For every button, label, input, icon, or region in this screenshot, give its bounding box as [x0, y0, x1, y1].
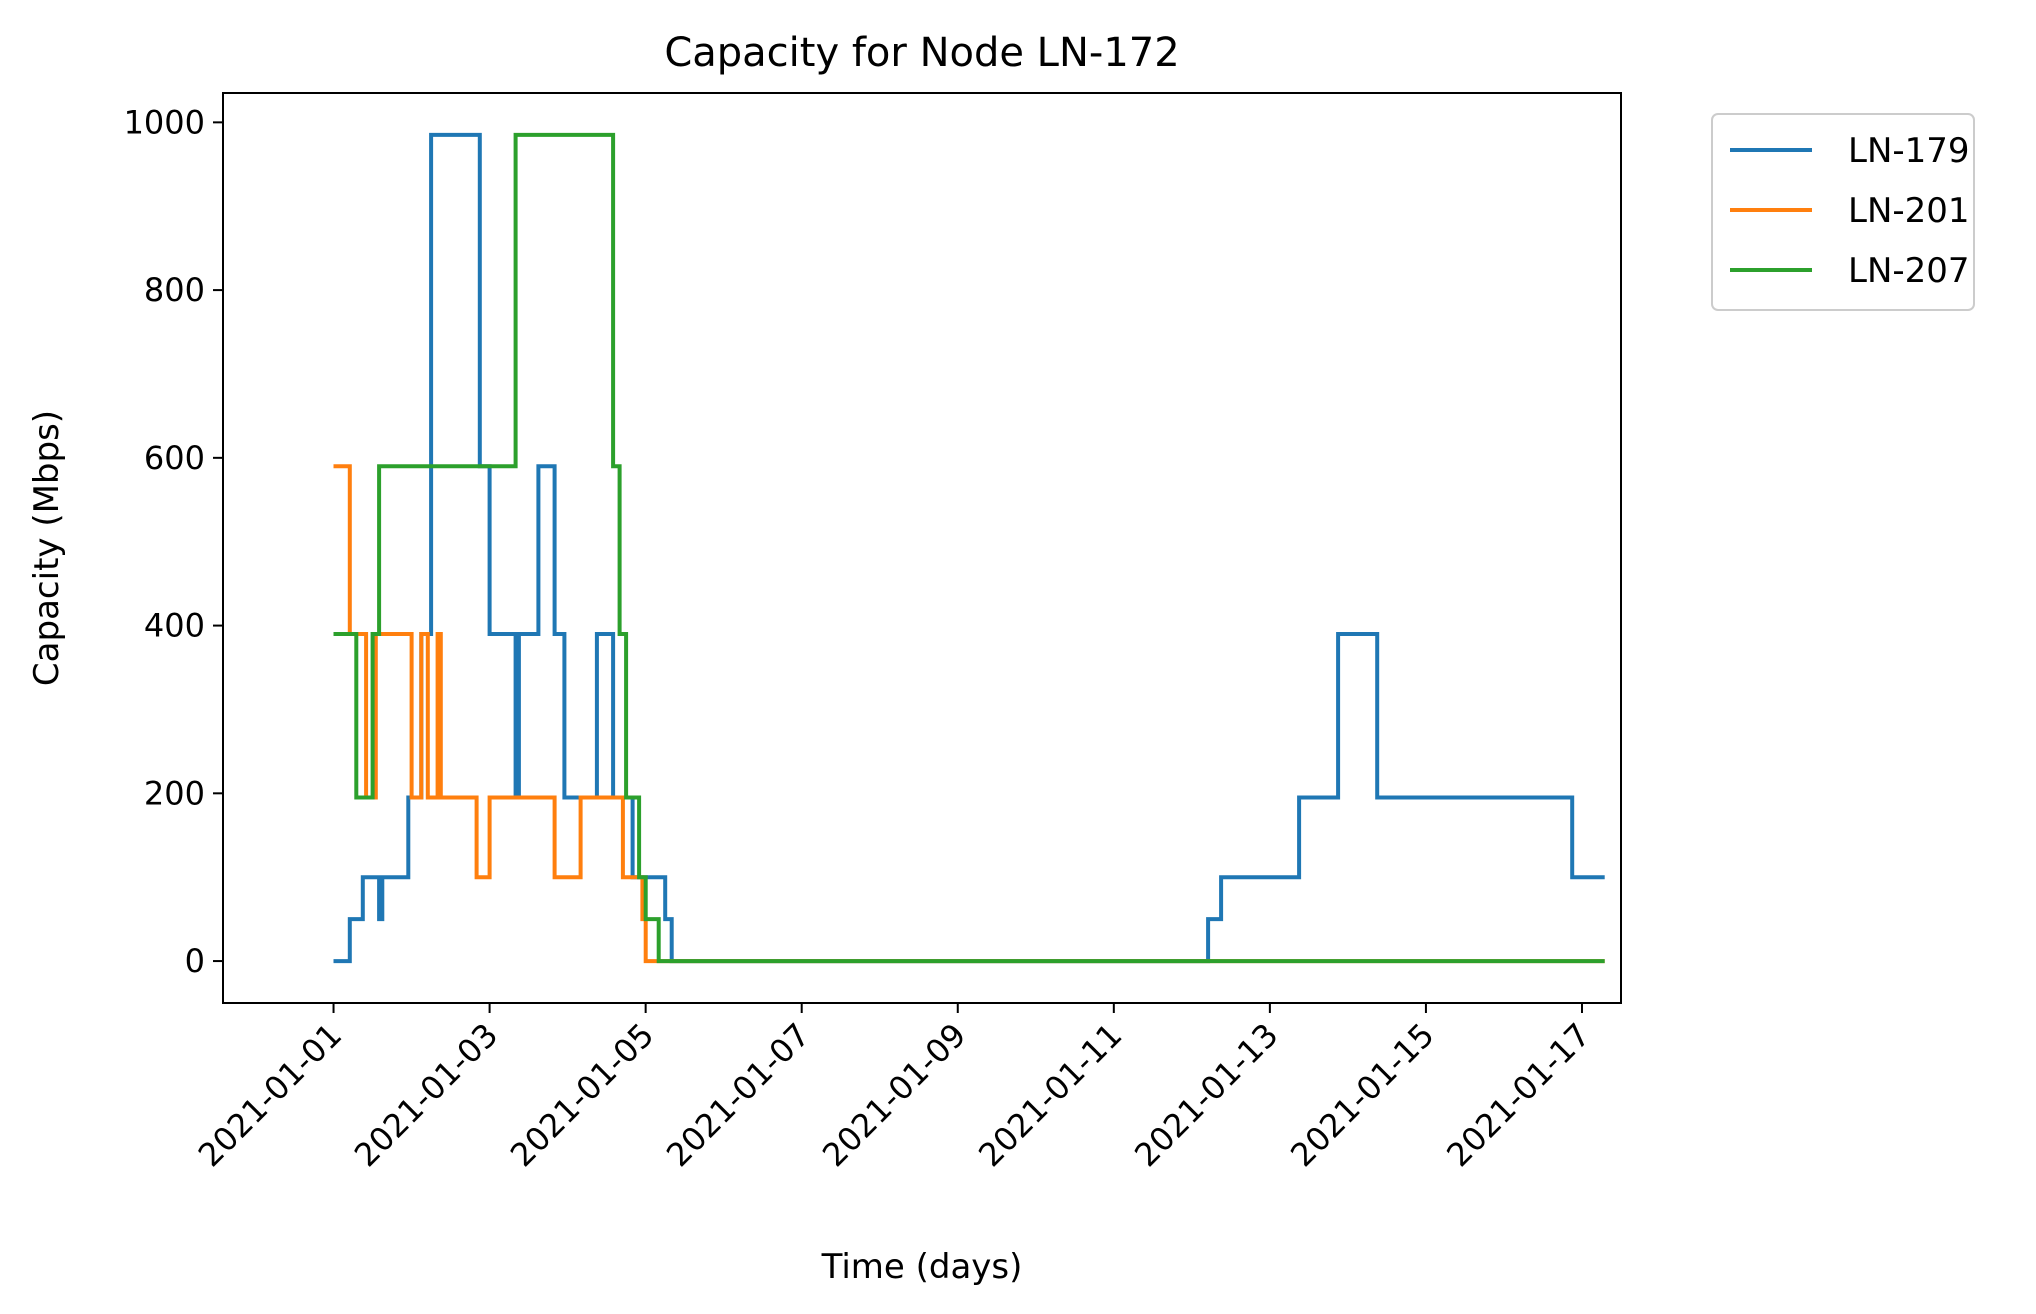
- series-line-ln-201: [333, 464, 1605, 964]
- legend-label-ln-179: LN-179: [1848, 131, 1970, 171]
- y-tick-label: 400: [144, 607, 205, 645]
- y-tick-label: 1000: [124, 103, 205, 141]
- x-axis-label: Time (days): [821, 1247, 1023, 1287]
- legend: LN-179 LN-201 LN-207: [1711, 113, 1975, 311]
- y-tick-label: 600: [144, 439, 205, 477]
- series-line-ln-179: [333, 132, 1605, 964]
- chart-title: Capacity for Node LN-172: [664, 30, 1179, 76]
- legend-label-ln-201: LN-201: [1848, 191, 1970, 231]
- y-tick-label: 200: [144, 774, 205, 812]
- y-axis-label: Capacity (Mbps): [27, 410, 67, 686]
- legend-box: [1711, 113, 1975, 311]
- y-tick-label: 0: [185, 942, 205, 980]
- y-axis: 0 200 400 600 800 1000: [124, 103, 223, 980]
- legend-label-ln-207: LN-207: [1848, 251, 1970, 291]
- y-tick-label: 800: [144, 271, 205, 309]
- series-line-ln-207: [333, 132, 1605, 964]
- plot-area: [333, 132, 1605, 964]
- axes-frame: [222, 92, 1622, 1004]
